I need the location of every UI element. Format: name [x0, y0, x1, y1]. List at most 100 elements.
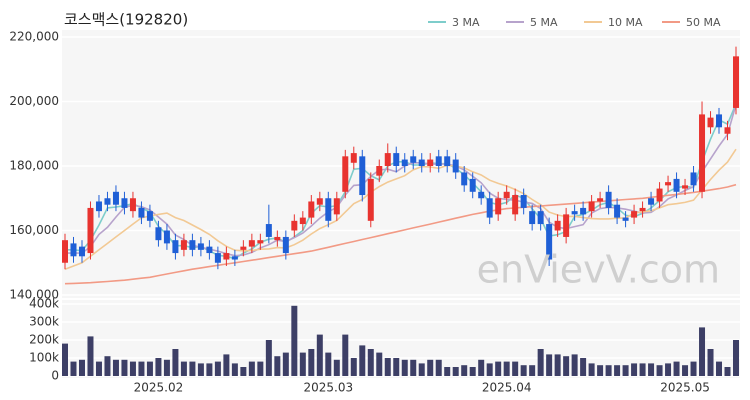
x-tick-label: 2025.05: [660, 381, 710, 395]
candle-body: [189, 240, 196, 250]
volume-bar: [665, 363, 672, 376]
volume-bar: [444, 367, 451, 376]
volume-bar: [639, 363, 646, 376]
candle-body: [359, 156, 366, 196]
candle-body: [495, 198, 502, 215]
volume-bar: [580, 358, 587, 376]
candle-body: [138, 207, 145, 218]
candle-body: [554, 220, 561, 231]
volume-bar: [427, 359, 434, 376]
volume-bar: [70, 361, 77, 376]
volume-bar: [214, 361, 221, 376]
candle-body: [631, 211, 638, 218]
volume-bar: [146, 361, 153, 376]
candle-body: [571, 211, 578, 215]
volume-bar: [410, 359, 417, 376]
candle-body: [206, 246, 213, 254]
x-tick-label: 2025.04: [482, 381, 532, 395]
candle-body: [435, 156, 442, 166]
volume-bar: [469, 367, 476, 376]
candle-body: [274, 236, 281, 241]
volume-bar: [588, 363, 595, 376]
legend-label: 5 MA: [530, 16, 558, 29]
y-tick-label: 100k: [29, 351, 59, 365]
volume-bar: [257, 361, 264, 376]
candle-body: [342, 156, 349, 192]
candle-body: [367, 178, 374, 221]
candle-body: [248, 240, 255, 247]
volume-bar: [248, 361, 255, 376]
y-tick-label: 180,000: [9, 159, 59, 173]
candle-body: [291, 220, 298, 231]
volume-bar: [367, 349, 374, 376]
volume-bar: [359, 345, 366, 376]
volume-bar: [121, 359, 128, 376]
y-tick-label: 200,000: [9, 94, 59, 108]
volume-bar: [129, 361, 136, 376]
chart-title: 코스맥스(192820): [64, 11, 188, 29]
volume-bar: [189, 361, 196, 376]
candle-body: [350, 153, 357, 163]
candle-body: [461, 172, 468, 186]
candle-body: [214, 253, 221, 263]
volume-bar: [733, 340, 739, 376]
candle-body: [197, 243, 204, 250]
candle-body: [95, 201, 102, 212]
volume-bar: [435, 359, 442, 376]
candle-body: [410, 156, 417, 163]
x-tick-label: 2025.02: [134, 381, 184, 395]
y-tick-label: 400k: [29, 297, 59, 311]
candle-body: [639, 207, 646, 212]
candle-body: [231, 256, 238, 260]
candle-body: [452, 159, 459, 173]
volume-bar: [461, 365, 468, 376]
candle-body: [384, 153, 391, 166]
volume-bar: [333, 359, 340, 376]
x-tick-label: 2025.03: [303, 381, 353, 395]
volume-bar: [265, 340, 272, 376]
volume-bar: [299, 352, 306, 376]
candle-body: [172, 240, 179, 254]
candle-body: [512, 195, 519, 215]
candle-body: [733, 56, 739, 108]
candle-body: [146, 211, 153, 221]
volume-bar: [274, 356, 281, 376]
y-tick-label: 300k: [29, 315, 59, 329]
volume-bar: [503, 361, 510, 376]
volume-bar: [206, 363, 213, 376]
candle-body: [529, 211, 536, 225]
volume-bar: [546, 354, 553, 376]
candle-body: [597, 198, 604, 202]
candle-body: [163, 230, 170, 244]
candle-body: [223, 253, 230, 260]
volume-bar: [418, 363, 425, 376]
candle-body: [129, 198, 136, 212]
volume-bar: [537, 349, 544, 376]
candle-body: [155, 227, 162, 241]
volume-bar: [325, 352, 332, 376]
volume-bar: [690, 361, 697, 376]
candle-body: [690, 172, 697, 186]
candle-body: [469, 178, 476, 192]
y-tick-label: 200k: [29, 333, 59, 347]
volume-bar: [401, 359, 408, 376]
candle-body: [393, 153, 400, 166]
volume-bar: [605, 365, 612, 376]
ma-line: [65, 104, 737, 257]
candle-body: [563, 214, 570, 237]
candle-body: [520, 195, 527, 208]
volume-bar: [172, 349, 179, 376]
candle-body: [707, 117, 714, 128]
y-tick-label: 220,000: [9, 30, 59, 44]
candle-body: [673, 178, 680, 192]
volume-bar: [316, 334, 323, 376]
volume-bar: [622, 365, 629, 376]
volume-bar: [563, 356, 570, 376]
candle-body: [78, 246, 85, 257]
volume-bar: [62, 343, 68, 376]
candle-body: [546, 224, 553, 260]
candle-body: [622, 217, 629, 221]
volume-bar: [512, 361, 519, 376]
candle-body: [418, 159, 425, 166]
